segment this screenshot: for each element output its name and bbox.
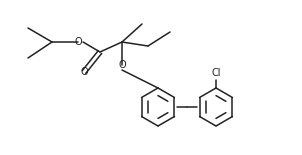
Text: O: O [118, 60, 126, 70]
Text: O: O [80, 67, 88, 77]
Text: O: O [74, 37, 82, 47]
Text: Cl: Cl [211, 68, 221, 78]
